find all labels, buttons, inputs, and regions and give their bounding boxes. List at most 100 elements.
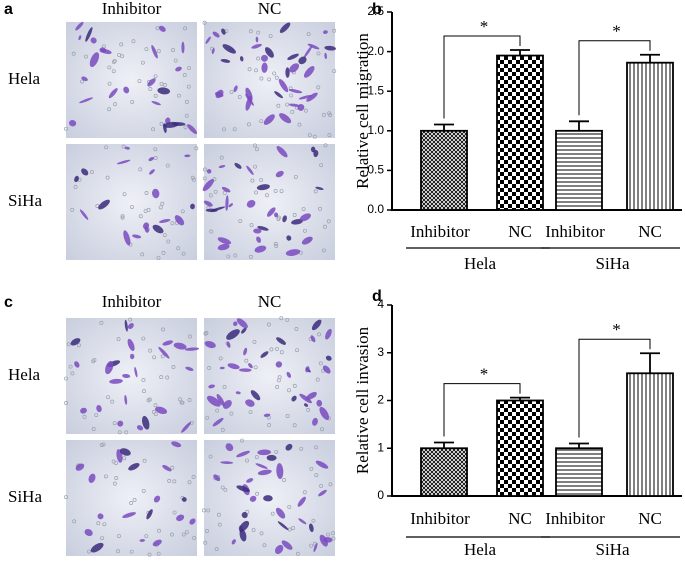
cell <box>246 199 256 208</box>
pore <box>148 87 153 91</box>
cell <box>234 162 242 169</box>
micrograph <box>202 438 336 556</box>
pore <box>84 54 88 59</box>
micrograph-background <box>66 22 197 138</box>
pore <box>275 384 280 389</box>
pore <box>117 430 122 435</box>
group-label: Hela <box>464 254 497 273</box>
pore <box>321 248 326 253</box>
cell <box>243 347 248 356</box>
bar <box>555 129 603 211</box>
pore <box>144 534 149 538</box>
cell <box>141 415 150 430</box>
cell <box>309 523 314 533</box>
pore <box>142 389 147 394</box>
pore <box>254 455 259 460</box>
pore <box>161 250 166 255</box>
significance-bracket <box>443 383 521 437</box>
cell <box>287 53 299 61</box>
cell <box>152 539 162 547</box>
cell <box>312 417 318 426</box>
cell <box>274 91 283 99</box>
cell <box>325 328 332 340</box>
pore <box>245 458 250 463</box>
pore <box>309 543 314 548</box>
significance-bracket <box>578 338 651 438</box>
pore <box>144 191 149 195</box>
cell <box>324 45 337 51</box>
pore <box>226 254 231 259</box>
y-tick-label: 1 <box>377 440 384 454</box>
cell <box>68 120 77 127</box>
cell <box>285 443 293 451</box>
pore <box>113 102 117 107</box>
column-label: NC <box>258 292 282 311</box>
cell <box>275 507 286 519</box>
cell <box>205 36 211 44</box>
cell <box>256 184 270 191</box>
pore <box>106 395 111 400</box>
cell <box>256 236 261 243</box>
cell <box>316 399 323 407</box>
pore <box>165 375 170 380</box>
bar <box>496 54 544 211</box>
pore <box>180 209 185 214</box>
pore <box>203 540 208 545</box>
cell <box>311 319 322 331</box>
cell <box>275 361 283 368</box>
pore <box>202 508 206 513</box>
cell <box>151 101 161 106</box>
pore <box>70 207 75 212</box>
pore <box>64 495 68 499</box>
pore <box>327 133 332 138</box>
bar <box>626 372 674 497</box>
row-label: SiHa <box>8 191 42 210</box>
pore <box>162 83 167 87</box>
pore <box>249 254 253 259</box>
pore <box>220 427 225 432</box>
cell <box>249 495 257 502</box>
cell <box>155 406 168 415</box>
pore <box>219 155 224 160</box>
cell <box>184 154 191 158</box>
pore <box>114 461 119 465</box>
pore <box>268 34 273 39</box>
micrograph <box>202 20 337 139</box>
pore <box>141 336 146 341</box>
pore <box>259 531 264 536</box>
pore <box>119 42 124 47</box>
pore <box>166 239 171 244</box>
pore <box>314 445 319 450</box>
cell <box>299 213 311 222</box>
cell <box>132 234 142 239</box>
pore <box>114 476 119 480</box>
pore <box>64 376 68 381</box>
cell <box>219 366 225 370</box>
error-bar <box>640 352 660 374</box>
cell <box>74 361 80 368</box>
pore <box>314 473 319 478</box>
pore <box>254 68 258 73</box>
pore <box>99 443 104 447</box>
pore <box>104 145 109 150</box>
error-bar <box>434 123 454 131</box>
pore <box>313 189 318 194</box>
cell <box>274 212 279 218</box>
pore <box>290 109 295 114</box>
cell <box>260 54 268 62</box>
cell <box>266 454 277 461</box>
cell <box>241 327 247 334</box>
panel-letter: d <box>372 288 382 305</box>
group-label: Hela <box>464 540 497 559</box>
cell <box>239 368 252 372</box>
error-bar <box>510 396 530 401</box>
cell <box>90 37 97 44</box>
pore <box>169 532 174 537</box>
pore <box>209 229 214 234</box>
cell <box>81 168 89 176</box>
cell <box>297 496 306 507</box>
pore <box>124 430 129 435</box>
pore <box>181 532 186 537</box>
panel-letter: a <box>4 1 13 18</box>
cell <box>303 45 313 59</box>
